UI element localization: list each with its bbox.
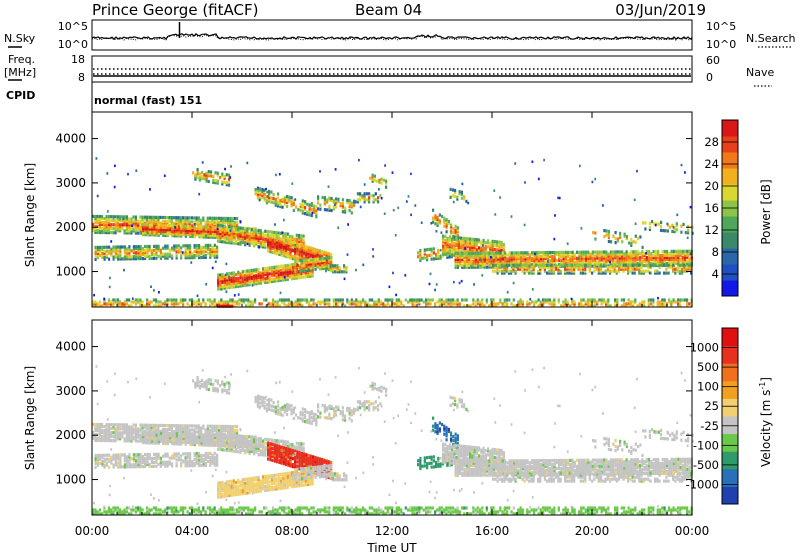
nave-label: Nave	[746, 66, 774, 79]
power-panel: 1000 2000 3000 4000 Slant Range [km] 4 8 12 16…	[23, 111, 773, 308]
colorbar-tick-label: 20	[704, 179, 719, 193]
colorbar-swatch	[722, 398, 738, 417]
power-colorbar: 4 8 12 16 20 24 28	[704, 119, 739, 297]
nave-tick-top: 60	[706, 54, 720, 67]
y-tick-label: 4000	[55, 132, 86, 146]
colorbar-swatch	[722, 168, 738, 185]
colorbar-swatch	[722, 451, 738, 470]
colorbar-tick-label: 25	[704, 399, 719, 413]
power-colorbar-label: Power [dB]	[759, 179, 773, 244]
freq-unit-label: [MHz]	[4, 66, 36, 79]
power-ylabel: Slant Range [km]	[23, 163, 37, 267]
colorbar-swatch	[722, 345, 738, 364]
freq-label: Freq.	[8, 53, 35, 66]
colorbar-tick-label: 24	[704, 157, 719, 171]
velocity-colorbar-label: Velocity [m s-1]	[758, 377, 773, 467]
x-tick-label: 00:00	[675, 524, 710, 538]
time-axis-label: Time UT	[366, 541, 417, 554]
velocity-cells	[92, 365, 694, 516]
freq-tick-top: 18	[71, 53, 85, 66]
colorbar-tick-label: -100	[693, 438, 719, 452]
noise-sky-label: N.Sky	[4, 32, 36, 45]
frequency-panel: Freq. [MHz] 18 8 60 0 Nave	[4, 53, 774, 87]
colorbar-swatch	[722, 184, 738, 201]
colorbar-swatch	[722, 328, 738, 347]
colorbar-tick-label: 12	[704, 223, 719, 237]
x-tick-label: 12:00	[375, 524, 410, 538]
date-label: 03/Jun/2019	[615, 1, 706, 19]
x-tick-label: 08:00	[275, 524, 310, 538]
colorbar-tick-label: 8	[712, 245, 719, 259]
y-tick-label: 3000	[55, 384, 86, 398]
colorbar-swatch	[722, 433, 738, 452]
beam-label: Beam 04	[355, 1, 422, 19]
colorbar-tick-label: -25	[700, 419, 719, 433]
x-tick-label: 00:00	[75, 524, 110, 538]
colorbar-swatch	[722, 280, 738, 297]
colorbar-swatch	[722, 380, 738, 399]
velocity-colorbar: 1000 500 100 25 -25 -100 -500 -1000	[686, 327, 739, 505]
x-tick-label: 20:00	[575, 524, 610, 538]
radar-title: Prince George (fitACF)	[92, 1, 258, 19]
y-tick-label: 1000	[55, 265, 86, 279]
cpid-label: CPID	[6, 89, 35, 102]
noise-tick-left-bottom: 10^0	[58, 38, 88, 51]
colorbar-swatch	[722, 416, 738, 435]
noise-search-label: N.Search	[746, 32, 796, 45]
cpid-panel: CPID normal (fast) 151	[6, 82, 202, 112]
noise-tick-right-top: 10^5	[706, 20, 736, 33]
colorbar-swatch	[722, 363, 738, 382]
velocity-panel: 1000 2000 3000 4000 00:00 04:00 08:00 12:00 16:…	[23, 112, 773, 554]
y-tick-label: 3000	[55, 176, 86, 190]
y-tick-label: 2000	[55, 220, 86, 234]
power-cells	[92, 157, 694, 308]
freq-tick-bottom: 8	[78, 71, 85, 84]
colorbar-tick-label: 4	[712, 267, 719, 281]
cpid-mode: normal (fast) 151	[94, 94, 202, 107]
x-tick-label: 04:00	[175, 524, 210, 538]
noise-panel: N.Sky 10^5 10^0 10^5 10^0 N.Search	[4, 19, 796, 51]
colorbar-swatch	[722, 486, 738, 505]
nave-tick-bottom: 0	[706, 71, 713, 84]
colorbar-swatch	[722, 264, 738, 281]
colorbar-tick-label: 16	[704, 201, 719, 215]
x-tick-label: 16:00	[475, 524, 510, 538]
noise-tick-right-bottom: 10^0	[706, 38, 736, 51]
colorbar-swatch	[722, 248, 738, 265]
noise-tick-left-top: 10^5	[58, 20, 88, 33]
colorbar-tick-label: 100	[697, 380, 719, 394]
colorbar-swatch	[722, 120, 738, 137]
y-tick-label: 1000	[55, 473, 86, 487]
colorbar-tick-label: -500	[693, 458, 719, 472]
colorbar-swatch	[722, 216, 738, 233]
colorbar-tick-label: -1000	[686, 477, 719, 491]
colorbar-swatch	[722, 136, 738, 153]
y-tick-label: 4000	[55, 340, 86, 354]
colorbar-tick-label: 28	[704, 135, 719, 149]
velocity-ylabel: Slant Range [km]	[23, 366, 37, 470]
colorbar-swatch	[722, 152, 738, 169]
colorbar-tick-label: 500	[697, 360, 719, 374]
colorbar-swatch	[722, 232, 738, 249]
colorbar-swatch	[722, 468, 738, 487]
y-tick-label: 2000	[55, 428, 86, 442]
colorbar-tick-label: 1000	[690, 341, 719, 355]
